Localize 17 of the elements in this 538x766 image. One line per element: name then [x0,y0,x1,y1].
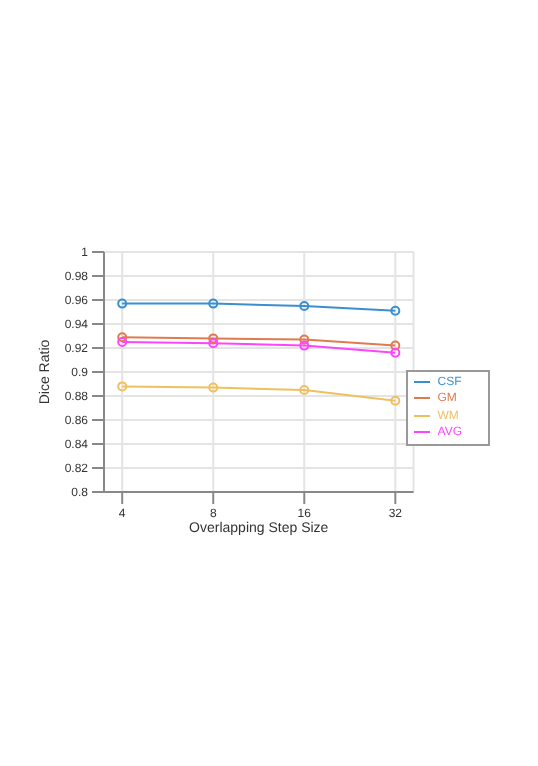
point [299,301,310,311]
point [299,334,310,345]
point [208,333,219,344]
point [117,381,128,392]
point [390,305,401,316]
point [208,338,219,349]
point [208,382,219,393]
point [299,340,310,351]
point [390,395,401,406]
point [117,332,128,343]
point [390,340,401,351]
point [117,298,128,309]
point [208,298,219,309]
point [390,347,401,358]
point [299,385,310,395]
point [117,337,128,347]
line-series [117,381,401,406]
